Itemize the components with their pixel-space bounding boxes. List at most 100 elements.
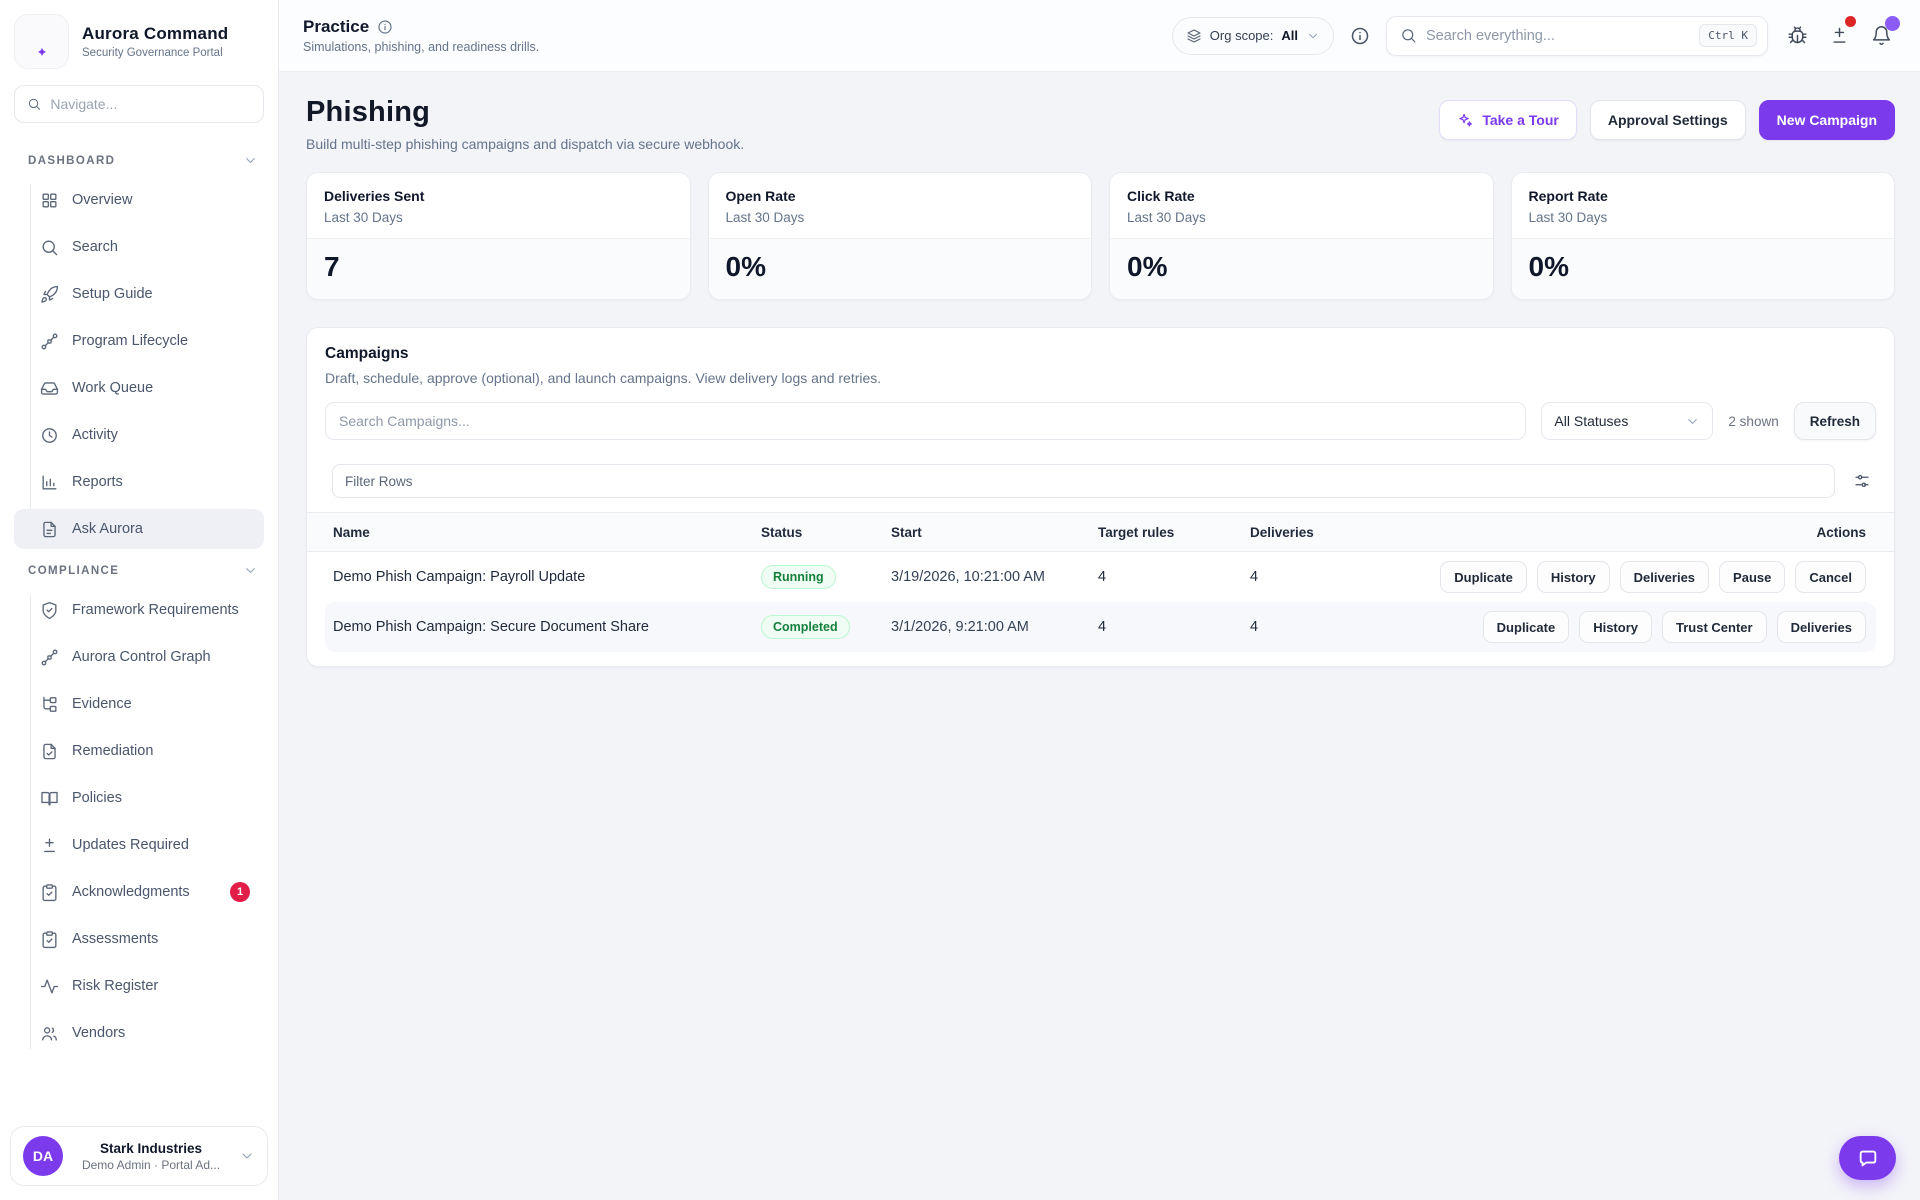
- col-actions: Actions: [1370, 525, 1866, 540]
- stat-label: Deliveries Sent: [324, 188, 673, 204]
- stat-period: Last 30 Days: [1127, 210, 1476, 225]
- sidebar-item-activity[interactable]: Activity: [14, 415, 264, 455]
- sidebar-item-risk-register[interactable]: Risk Register: [14, 966, 264, 1006]
- sidebar-item-label: Remediation: [72, 743, 153, 759]
- bug-report-button[interactable]: [1784, 23, 1810, 49]
- new-campaign-button[interactable]: New Campaign: [1759, 100, 1895, 140]
- campaign-deliveries: 4: [1250, 569, 1370, 585]
- sidebar-item-label: Ask Aurora: [72, 521, 143, 537]
- stat-label: Open Rate: [726, 188, 1075, 204]
- campaign-search-input[interactable]: [339, 413, 1512, 429]
- status-filter-select[interactable]: All Statuses: [1541, 402, 1713, 440]
- take-a-tour-button[interactable]: Take a Tour: [1439, 100, 1577, 140]
- sidebar-item-label: Policies: [72, 790, 122, 806]
- nav-section-compliance[interactable]: COMPLIANCE: [28, 563, 258, 578]
- sidebar-item-label: Evidence: [72, 696, 132, 712]
- sidebar-item-aurora-control-graph[interactable]: Aurora Control Graph: [14, 637, 264, 677]
- campaign-target-rules: 4: [1098, 619, 1250, 635]
- col-start: Start: [891, 525, 1098, 540]
- approval-settings-button[interactable]: Approval Settings: [1590, 100, 1746, 140]
- sidebar-item-assessments[interactable]: Assessments: [14, 919, 264, 959]
- app-root: Aurora Command Security Governance Porta…: [0, 0, 1920, 1200]
- page-header: Phishing Build multi-step phishing campa…: [306, 96, 1895, 152]
- refresh-button[interactable]: Refresh: [1794, 402, 1876, 440]
- updates-button[interactable]: [1826, 23, 1852, 49]
- cancel-button[interactable]: Cancel: [1795, 561, 1866, 593]
- bug-icon: [1787, 25, 1808, 46]
- nav-section-dashboard[interactable]: DASHBOARD: [28, 153, 258, 168]
- sidebar-item-program-lifecycle[interactable]: Program Lifecycle: [14, 321, 264, 361]
- duplicate-button[interactable]: Duplicate: [1440, 561, 1527, 593]
- sidebar-item-policies[interactable]: Policies: [14, 778, 264, 818]
- chevron-down-icon: [239, 1148, 255, 1164]
- sidebar-item-label: Search: [72, 239, 118, 255]
- graph-icon: [40, 648, 59, 667]
- pause-button[interactable]: Pause: [1719, 561, 1785, 593]
- history-button[interactable]: History: [1537, 561, 1610, 593]
- user-role: Demo Admin · Portal Ad...: [75, 1158, 227, 1172]
- info-icon[interactable]: [377, 19, 393, 35]
- sidebar-item-ask-aurora[interactable]: Ask Aurora: [14, 509, 264, 549]
- stat-period: Last 30 Days: [324, 210, 673, 225]
- sidebar-nav: DASHBOARD Overview Search Setup Guide: [0, 127, 278, 1116]
- updates-alert-dot: [1845, 16, 1856, 27]
- notifications-button[interactable]: [1868, 23, 1894, 49]
- user-menu[interactable]: DA Stark Industries Demo Admin · Portal …: [10, 1126, 268, 1186]
- navigate-input[interactable]: [50, 96, 251, 112]
- sidebar-item-setup-guide[interactable]: Setup Guide: [14, 274, 264, 314]
- sidebar-item-overview[interactable]: Overview: [14, 180, 264, 220]
- stats-row: Deliveries Sent Last 30 Days 7 Open Rate…: [306, 172, 1895, 300]
- plus-minus-icon: [40, 836, 59, 855]
- sidebar-item-label: Aurora Control Graph: [72, 649, 211, 665]
- rocket-icon: [40, 285, 59, 304]
- filter-rows-field[interactable]: [332, 464, 1835, 498]
- sidebar-item-reports[interactable]: Reports: [14, 462, 264, 502]
- campaign-name: Demo Phish Campaign: Payroll Update: [333, 569, 761, 585]
- sidebar-item-label: Setup Guide: [72, 286, 153, 302]
- duplicate-button[interactable]: Duplicate: [1483, 611, 1570, 643]
- sidebar-item-remediation[interactable]: Remediation: [14, 731, 264, 771]
- stat-period: Last 30 Days: [1529, 210, 1878, 225]
- info-icon[interactable]: [1350, 26, 1370, 46]
- filter-rows-input[interactable]: [345, 474, 1822, 489]
- sidebar-item-acknowledgments[interactable]: Acknowledgments 1: [14, 872, 264, 912]
- document-icon: [40, 520, 59, 539]
- org-scope-selector[interactable]: Org scope: All: [1172, 17, 1334, 55]
- stat-card-open-rate: Open Rate Last 30 Days 0%: [708, 172, 1093, 300]
- sidebar-item-evidence[interactable]: Evidence: [14, 684, 264, 724]
- topbar: Practice Simulations, phishing, and read…: [279, 0, 1920, 72]
- sidebar-item-label: Framework Requirements: [72, 602, 239, 618]
- column-settings-button[interactable]: [1848, 467, 1876, 495]
- sidebar-item-label: Overview: [72, 192, 132, 208]
- book-icon: [40, 789, 59, 808]
- sidebar-item-vendors[interactable]: Vendors: [14, 1013, 264, 1053]
- approval-settings-label: Approval Settings: [1608, 112, 1728, 128]
- trust-center-button[interactable]: Trust Center: [1662, 611, 1767, 643]
- clipboard-check-icon: [40, 930, 59, 949]
- new-campaign-label: New Campaign: [1777, 112, 1877, 128]
- history-button[interactable]: History: [1579, 611, 1652, 643]
- inbox-icon: [40, 379, 59, 398]
- global-search[interactable]: Ctrl K: [1386, 16, 1768, 56]
- sidebar-item-label: Vendors: [72, 1025, 125, 1041]
- main-area: Practice Simulations, phishing, and read…: [279, 0, 1920, 1200]
- sidebar-navigate-search[interactable]: [14, 85, 264, 123]
- global-search-input[interactable]: [1426, 28, 1690, 44]
- deliveries-button[interactable]: Deliveries: [1777, 611, 1866, 643]
- topbar-title: Practice: [303, 17, 369, 37]
- chat-widget-button[interactable]: [1839, 1136, 1896, 1180]
- sidebar-item-work-queue[interactable]: Work Queue: [14, 368, 264, 408]
- sidebar-item-search[interactable]: Search: [14, 227, 264, 267]
- campaign-search[interactable]: [325, 402, 1526, 440]
- sidebar-item-updates-required[interactable]: Updates Required: [14, 825, 264, 865]
- sidebar-item-label: Reports: [72, 474, 123, 490]
- deliveries-button[interactable]: Deliveries: [1620, 561, 1709, 593]
- acknowledgments-count-badge: 1: [230, 882, 250, 902]
- stat-value: 0%: [1110, 238, 1493, 299]
- aurora-logo-icon: [14, 14, 69, 69]
- search-icon: [1400, 27, 1417, 44]
- search-icon: [27, 96, 41, 112]
- sidebar-item-framework-requirements[interactable]: Framework Requirements: [14, 590, 264, 630]
- sidebar-item-label: Activity: [72, 427, 118, 443]
- chevron-down-icon: [1306, 29, 1320, 43]
